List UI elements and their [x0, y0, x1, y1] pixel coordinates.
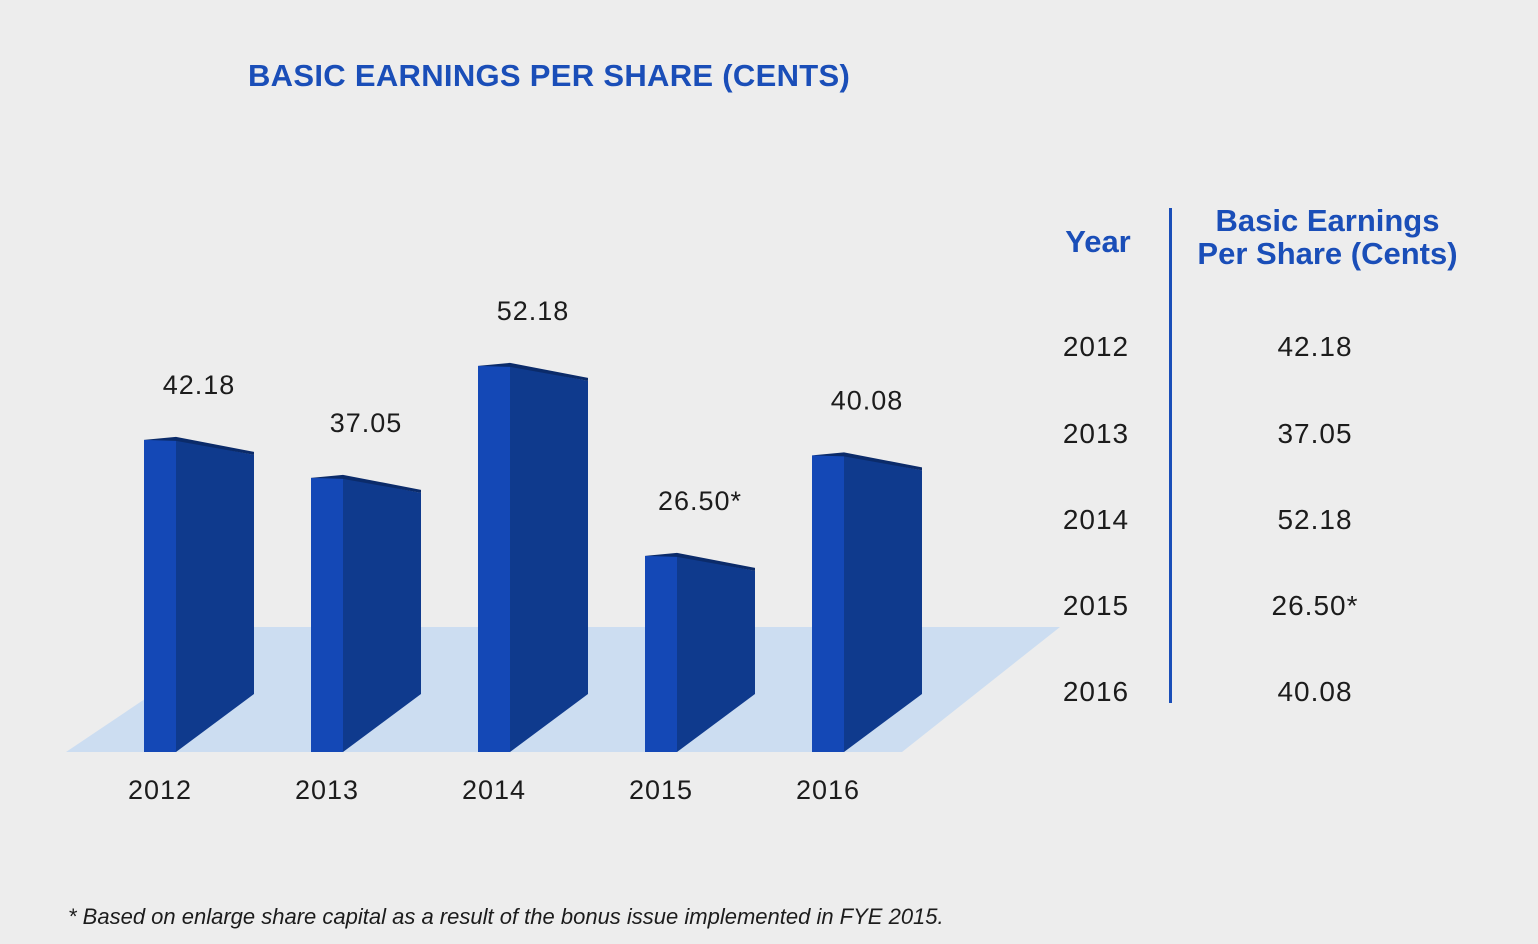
table-cell-eps: 52.18 [1277, 504, 1353, 535]
table-header-eps-line2: Per Share (Cents) [1197, 236, 1458, 271]
x-tick-label: 2014 [462, 775, 526, 805]
bar-value-label: 42.18 [163, 370, 236, 400]
bars-group [144, 362, 922, 752]
bar-2016 [812, 455, 844, 752]
bar-side-face [343, 477, 421, 752]
table-cell-year: 2012 [1062, 331, 1130, 362]
table-header-eps-line1: Basic Earnings [1215, 203, 1440, 238]
table-cell-eps: 40.08 [1277, 676, 1353, 707]
table-cell-year: 2013 [1062, 418, 1130, 449]
table-cell-year: 2014 [1062, 504, 1130, 535]
x-tick-label: 2013 [295, 775, 359, 805]
x-tick-label: 2016 [796, 775, 860, 805]
bar-value-label: 40.08 [831, 385, 904, 415]
table-cell-eps: 42.18 [1277, 331, 1353, 362]
chart-title: BASIC EARNINGS PER SHARE (CENTS) [248, 58, 851, 93]
bar-2013 [311, 477, 343, 752]
table-divider [1169, 208, 1172, 703]
bar-value-label: 26.50* [658, 486, 742, 516]
table-cell-year: 2015 [1062, 590, 1130, 621]
bar-2015 [645, 555, 677, 752]
table-header-eps: Basic Earnings Per Share (Cents) [1180, 204, 1475, 270]
x-tick-label: 2015 [629, 775, 693, 805]
bar-2014 [478, 365, 510, 752]
bar-2012 [144, 439, 176, 752]
table-cell-year: 2016 [1062, 676, 1130, 707]
bar-side-face [510, 365, 588, 752]
footnote: * Based on enlarge share capital as a re… [68, 904, 944, 929]
bar-side-face [844, 455, 922, 752]
table-header-year: Year [1065, 224, 1131, 259]
bar-side-face [677, 555, 755, 752]
table-cell-eps: 37.05 [1277, 418, 1353, 449]
x-axis-labels-group: 2012 2013 2014 2015 2016 [128, 775, 860, 805]
bar-value-label: 52.18 [497, 296, 570, 326]
value-labels-group: 42.18 37.05 52.18 26.50* 40.08 [163, 296, 904, 516]
x-tick-label: 2012 [128, 775, 192, 805]
table-cell-eps: 26.50* [1271, 590, 1359, 621]
bar-value-label: 37.05 [330, 408, 403, 438]
bar-side-face [176, 439, 254, 752]
